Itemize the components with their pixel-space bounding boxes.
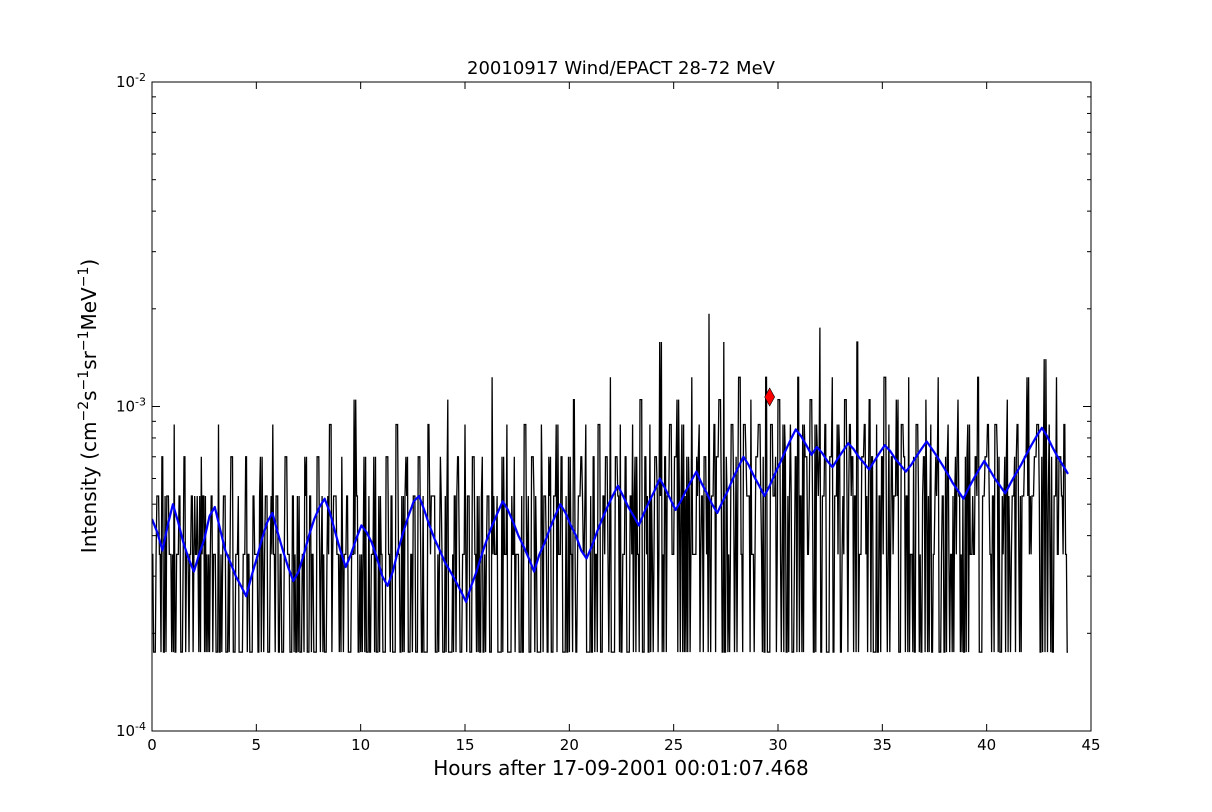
x-tick-label: 35 [873, 736, 892, 754]
x-tick-label: 5 [252, 736, 262, 754]
x-tick-label: 40 [977, 736, 996, 754]
x-tick-label: 45 [1081, 736, 1100, 754]
x-tick-label: 20 [560, 736, 579, 754]
x-tick-label: 15 [455, 736, 474, 754]
y-tick-label: 10-3 [116, 395, 146, 416]
x-tick-label: 0 [147, 736, 157, 754]
chart-title: 20010917 Wind/EPACT 28-72 MeV [467, 58, 776, 79]
series-line-black [152, 313, 1068, 653]
x-tick-label: 30 [768, 736, 787, 754]
y-tick-label: 10-4 [116, 720, 146, 741]
peak-marker-diamond [764, 387, 775, 407]
x-axis-label: Hours after 17-09-2001 00:01:07.468 [433, 756, 809, 780]
y-axis: 10-4 10-3 10-2 [116, 71, 1091, 741]
x-axis: 0 5 10 15 20 25 30 35 40 45 [147, 82, 1101, 754]
series-layer [152, 313, 1069, 653]
x-tick-label: 25 [664, 736, 683, 754]
y-axis-label: Intensity (cm−2s−1sr−1MeV−1) [76, 259, 101, 553]
x-tick-label: 10 [351, 736, 370, 754]
series-line-blue [152, 426, 1069, 604]
marker-layer [764, 387, 775, 407]
y-tick-label: 10-2 [116, 71, 146, 92]
